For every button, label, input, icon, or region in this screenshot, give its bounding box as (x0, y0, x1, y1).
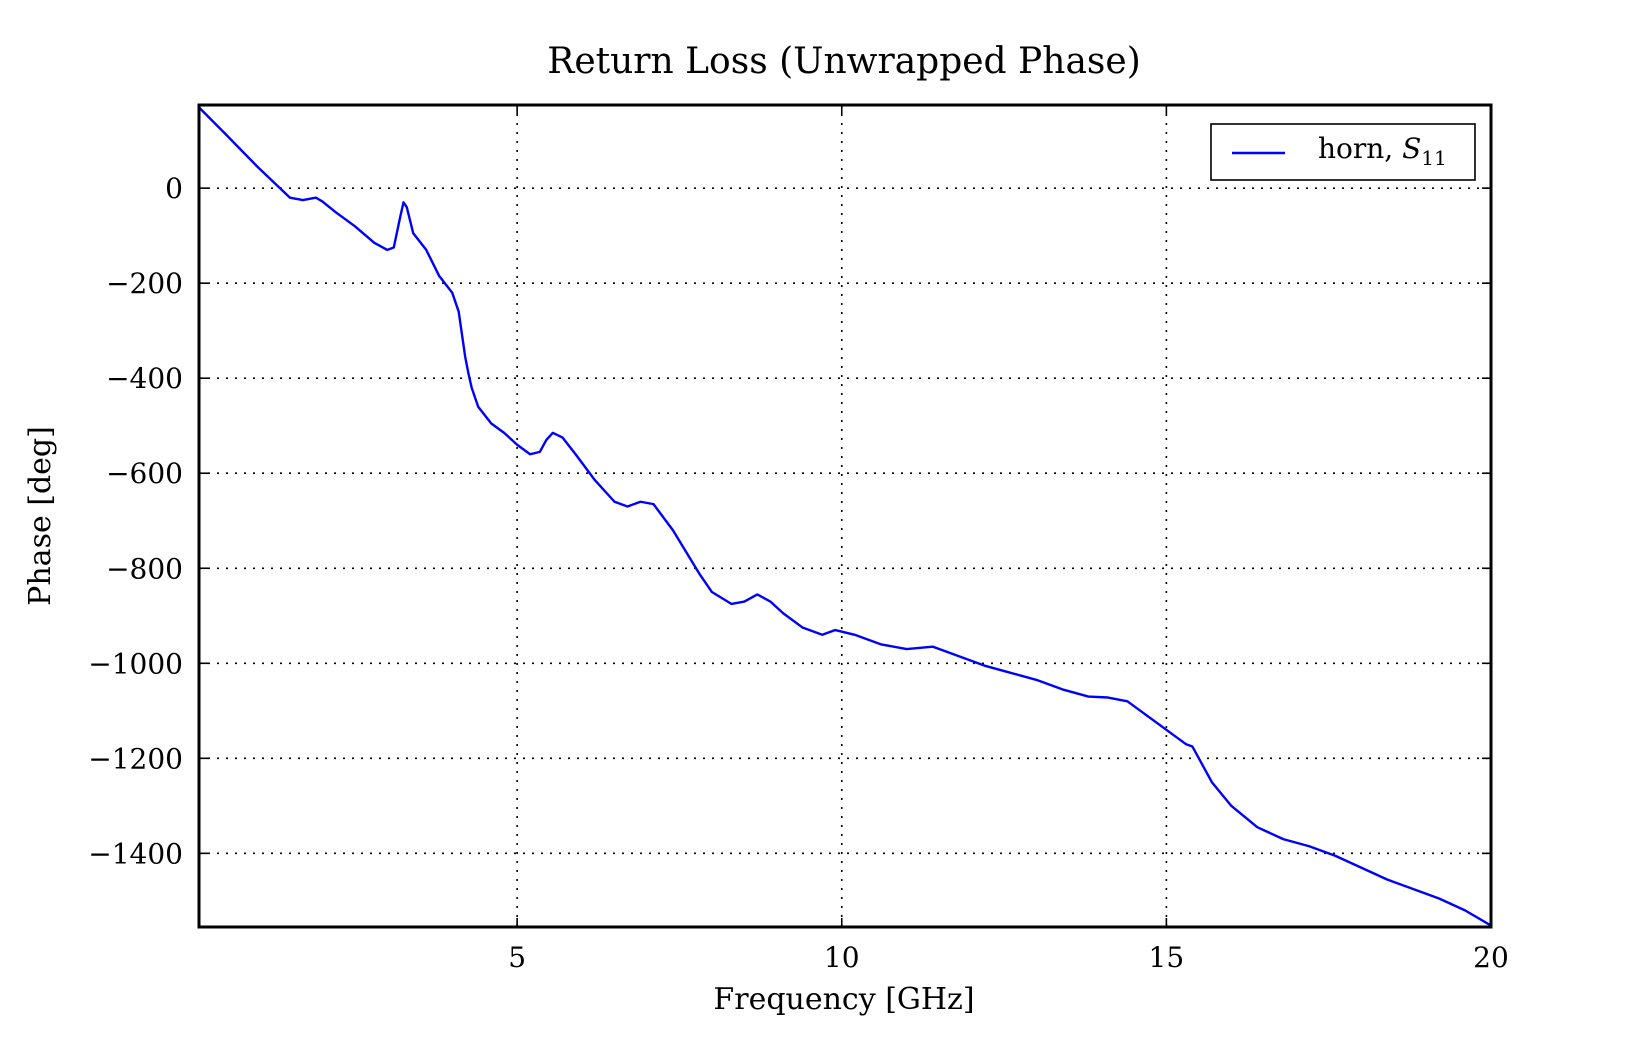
chart-title: Return Loss (Unwrapped Phase) (547, 41, 1141, 82)
legend-label-prefix: horn, (1318, 132, 1402, 165)
legend-label-symbol: S (1402, 132, 1421, 165)
y-tick-label: −800 (106, 552, 183, 585)
y-axis-label: Phase [deg] (23, 426, 58, 606)
y-tick-label: −600 (106, 457, 183, 490)
y-gridlines (199, 187, 1491, 855)
y-tick-label: −1000 (88, 647, 183, 680)
x-gridlines (516, 105, 1168, 927)
x-tick-label: 20 (1473, 941, 1509, 974)
y-tick-label: 0 (165, 172, 183, 205)
x-axis-label: Frequency [GHz] (713, 982, 974, 1017)
legend-label-subscript: 11 (1421, 146, 1446, 170)
y-axis-ticks: 0 −200 −400 −600 −800 −1000 −1200 −1400 (88, 172, 1491, 870)
y-tick-label: −1400 (88, 837, 183, 870)
series-layer (198, 106, 1492, 927)
x-tick-label: 15 (1149, 941, 1185, 974)
x-axis-ticks: 5 10 15 20 (508, 105, 1509, 974)
y-tick-label: −400 (106, 362, 183, 395)
x-tick-label: 5 (508, 941, 526, 974)
series-line-horn-s11 (198, 106, 1492, 927)
y-tick-label: −1200 (88, 742, 183, 775)
legend: horn, S11 (1210, 123, 1476, 181)
plot-frame (197, 103, 1493, 929)
legend-label-horn-s11: horn, S11 (1318, 132, 1447, 170)
y-tick-label: −200 (106, 267, 183, 300)
x-tick-label: 10 (824, 941, 860, 974)
